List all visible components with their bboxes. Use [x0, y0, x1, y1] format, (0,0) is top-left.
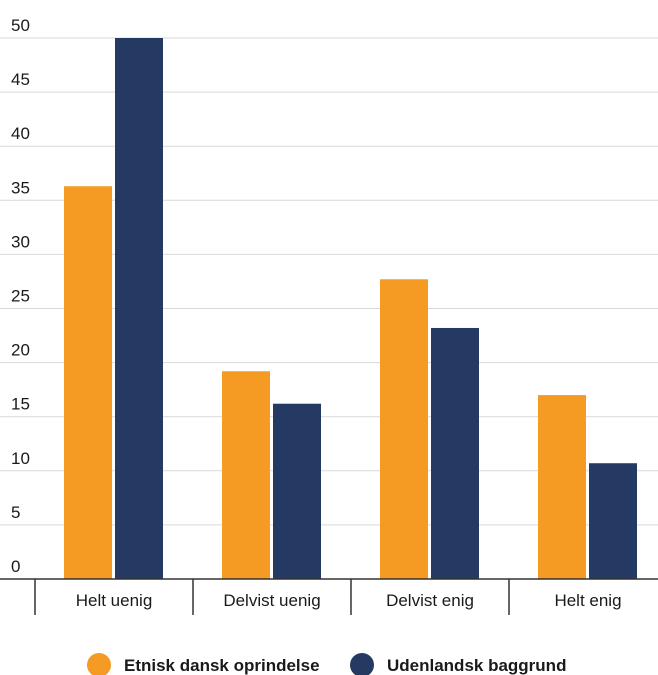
legend-label: Etnisk dansk oprindelse	[124, 656, 320, 675]
y-tick-label: 5	[11, 503, 20, 522]
y-tick-label: 15	[11, 395, 30, 414]
legend: Etnisk dansk oprindelse Udenlandsk baggru…	[87, 653, 566, 675]
y-tick-label: 25	[11, 287, 30, 306]
legend-label: Udenlandsk baggrund	[387, 656, 566, 675]
bar-etnisk-dansk-3	[538, 395, 586, 579]
y-tick-label: 35	[11, 178, 30, 197]
x-tick-label: Helt enig	[554, 591, 621, 610]
legend-swatch	[87, 653, 111, 675]
x-tick-label: Delvist enig	[386, 591, 474, 610]
y-tick-label: 0	[11, 557, 20, 576]
bar-udenlandsk-0	[115, 38, 163, 579]
y-tick-label: 20	[11, 341, 30, 360]
y-tick-label: 10	[11, 449, 30, 468]
bars	[64, 38, 637, 579]
bar-etnisk-dansk-2	[380, 279, 428, 579]
bar-udenlandsk-2	[431, 327, 479, 579]
bar-udenlandsk-1	[273, 403, 321, 579]
y-tick-label: 50	[11, 16, 30, 35]
y-tick-label: 40	[11, 124, 30, 143]
x-tick-label: Helt uenig	[76, 591, 153, 610]
bar-etnisk-dansk-0	[64, 186, 112, 579]
x-tick-label: Delvist uenig	[223, 591, 320, 610]
y-tick-label: 30	[11, 232, 30, 251]
legend-swatch	[350, 653, 374, 675]
bar-etnisk-dansk-1	[222, 371, 270, 579]
x-axis: Helt uenig Delvist uenig Delvist enig Helt …	[0, 578, 658, 615]
y-axis: 0 5 10 15 20 25 30 35 40 45 50	[11, 16, 30, 576]
y-tick-label: 45	[11, 70, 30, 89]
bar-udenlandsk-3	[589, 463, 637, 579]
